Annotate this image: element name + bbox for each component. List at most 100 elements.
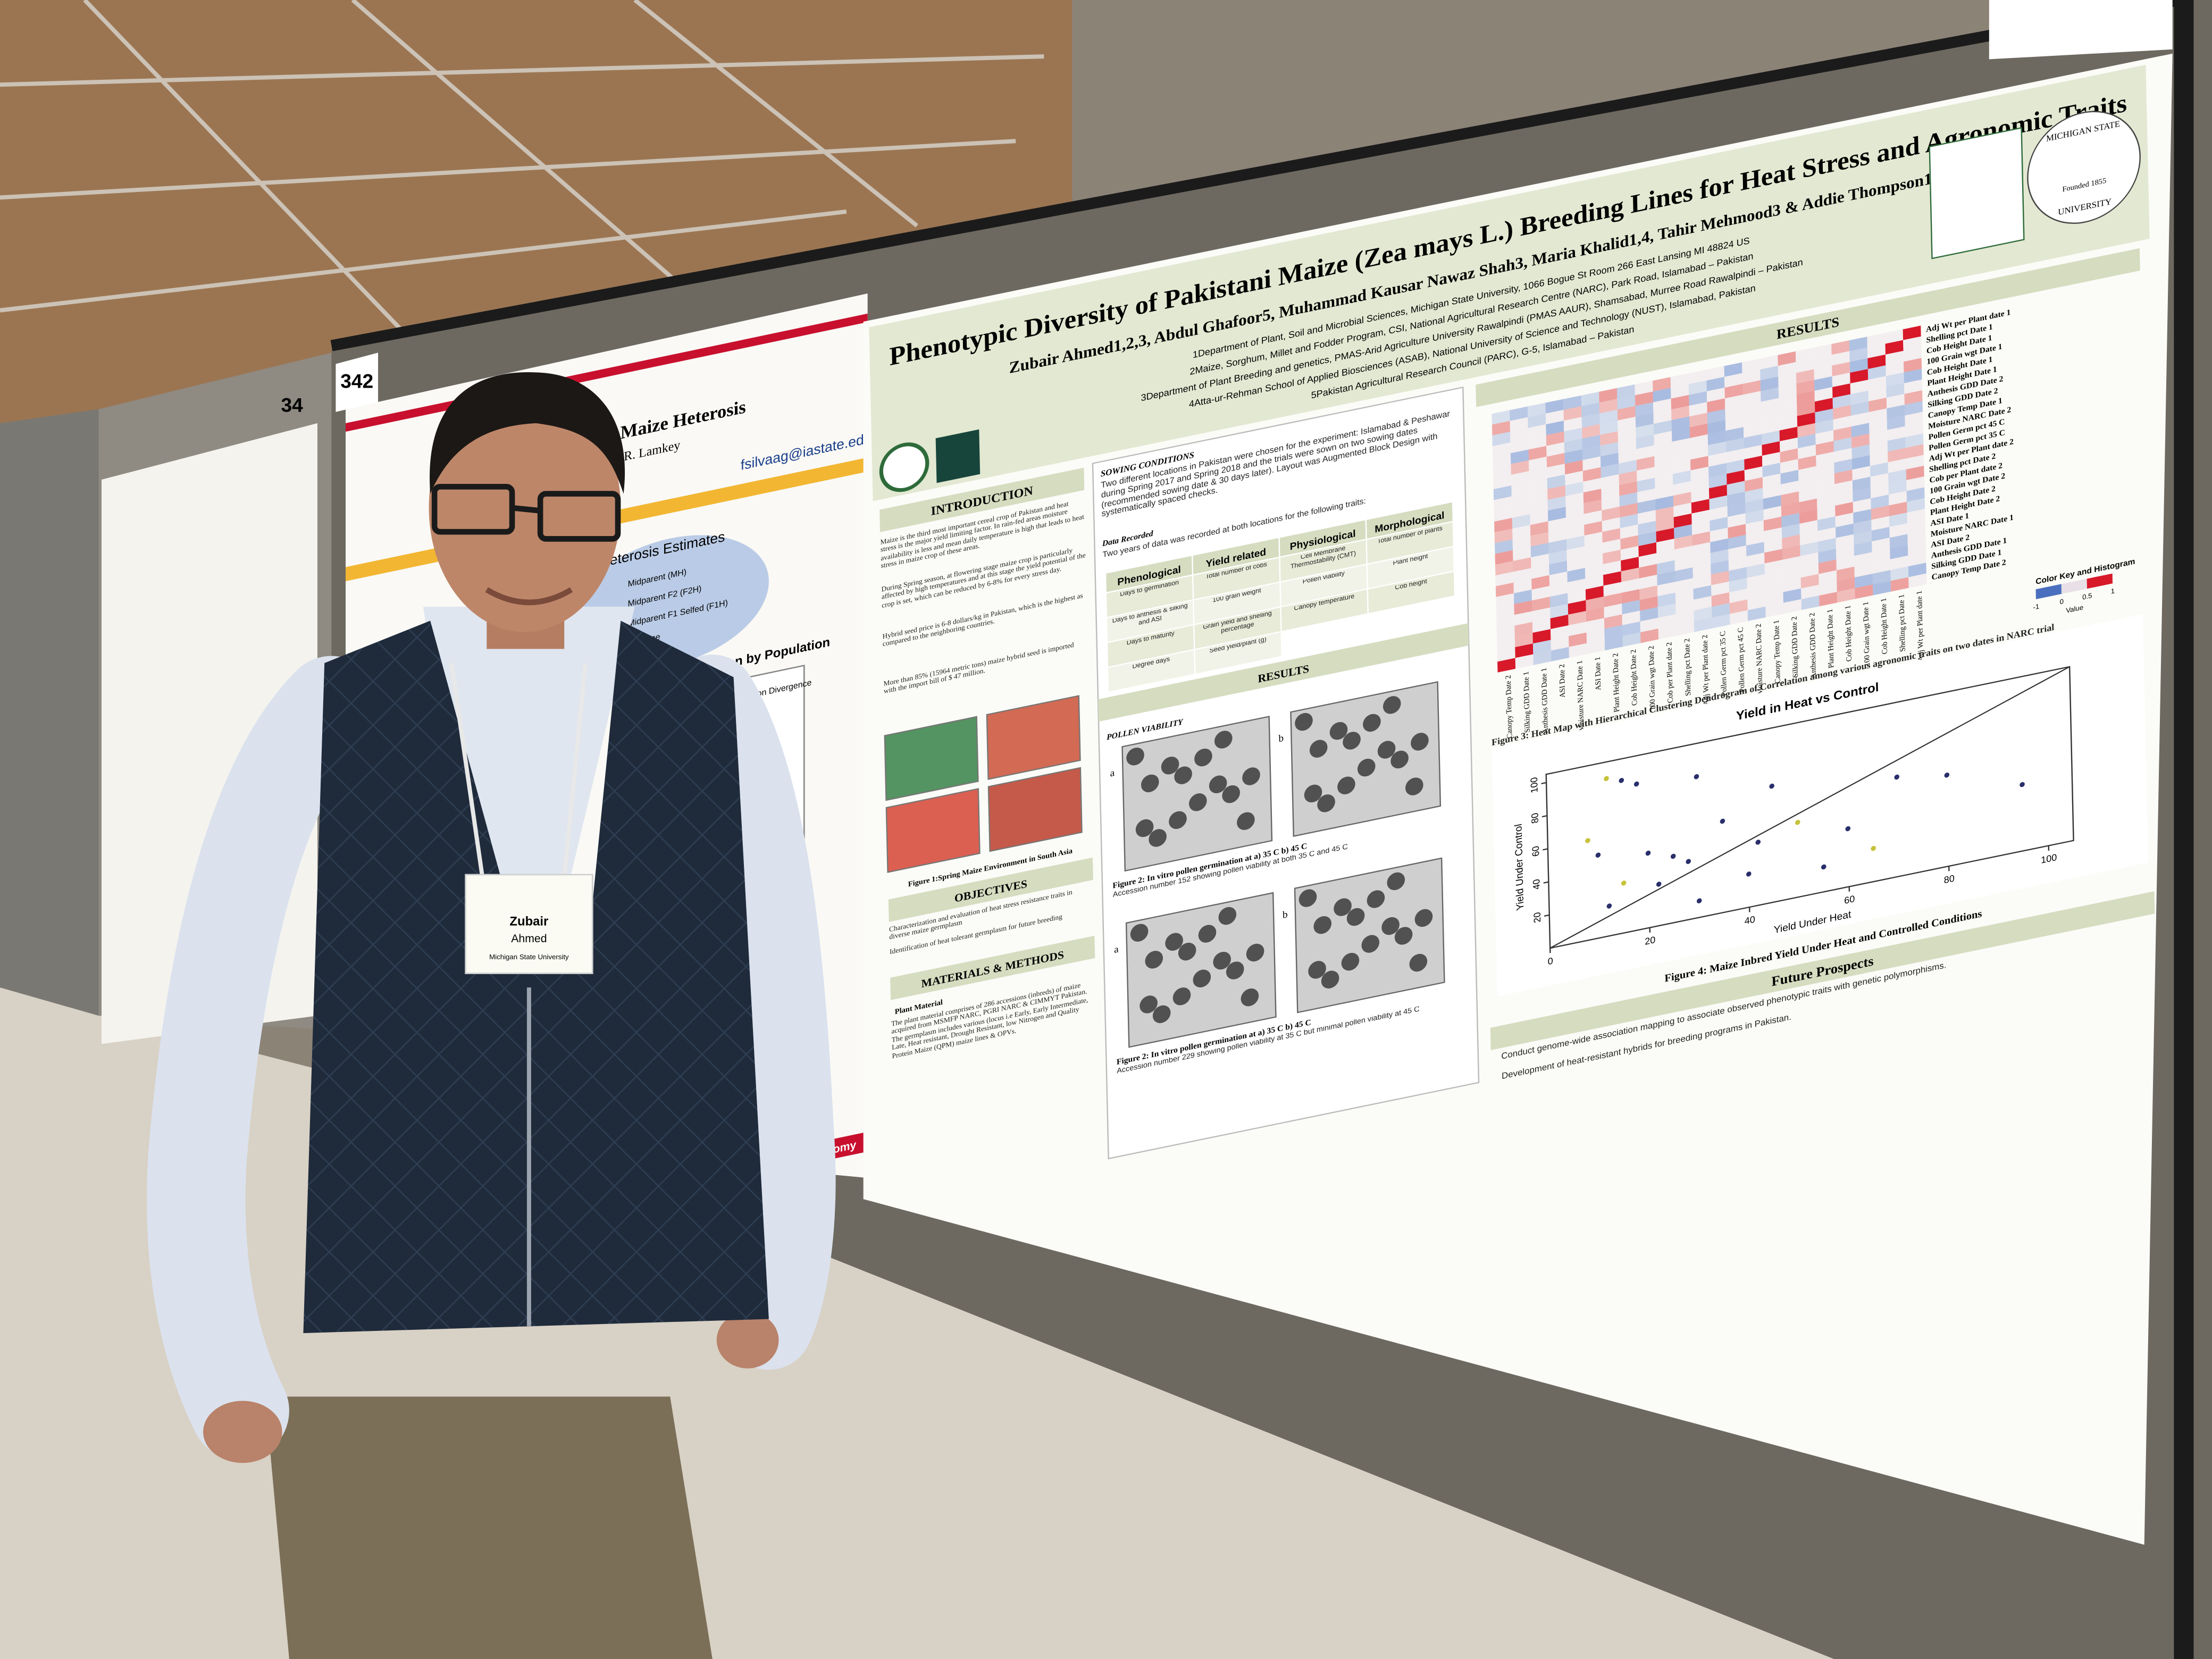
heatmap-cell <box>1600 453 1619 467</box>
heatmap-cell <box>1797 434 1816 449</box>
plot-area <box>1492 614 2149 996</box>
heatmap-cell <box>1549 593 1568 608</box>
heatmap-cell <box>1496 593 1514 608</box>
heatmap-cell <box>1833 437 1852 452</box>
heatmap-cell <box>1819 570 1837 585</box>
heatmap-cell <box>1672 459 1691 474</box>
heatmap-cell <box>1616 384 1635 399</box>
heatmap-cell <box>1622 600 1640 615</box>
heatmap-cell <box>1654 463 1673 478</box>
heatmap-cell <box>1907 541 1926 556</box>
heatmap-cell <box>1656 527 1674 543</box>
heatmap-cell <box>1510 439 1529 454</box>
heatmap-cell <box>1729 567 1747 582</box>
heatmap-cell <box>1782 545 1800 560</box>
heatmap-cell <box>1635 402 1654 417</box>
heatmap-cell <box>1709 495 1728 510</box>
heatmap-cell <box>1707 420 1726 434</box>
heatmap-cell <box>1707 409 1725 424</box>
heatmap-cell <box>1514 611 1532 626</box>
heatmap-cell <box>1529 467 1547 482</box>
heatmap-cell <box>1743 412 1762 428</box>
board-frame <box>330 0 2181 351</box>
heatmap-cell <box>1849 347 1868 362</box>
heatmap-cell <box>1816 462 1834 477</box>
heatmap-cell <box>1712 603 1730 618</box>
heatmap-cell <box>1742 380 1761 395</box>
heatmap-cell <box>1853 509 1872 524</box>
heatmap-cell <box>1707 398 1725 413</box>
heatmap-cell <box>1834 491 1853 506</box>
heatmap-cell <box>1814 365 1832 380</box>
scatter-point <box>1606 903 1612 909</box>
pollen-grain <box>1411 733 1429 751</box>
heatmap-cell <box>1798 455 1816 470</box>
heatmap-cell <box>1742 401 1762 416</box>
heatmap-cell <box>1671 427 1690 442</box>
heatmap-cell <box>1854 530 1872 546</box>
heatmap-cell <box>1890 544 1908 559</box>
heatmap-cell <box>1656 549 1675 564</box>
heatmap-cell <box>1747 574 1765 589</box>
heatmap-cell <box>1850 368 1869 384</box>
pollen-grain <box>1172 987 1191 1006</box>
heatmap-cell <box>1800 563 1819 578</box>
heatmap-cell <box>1778 351 1796 366</box>
heatmap-cell <box>1783 599 1802 614</box>
heatmap-cell <box>1638 542 1657 557</box>
heatmap-cell <box>1799 531 1818 546</box>
heatmap-cell <box>1565 481 1583 496</box>
heatmap-cell <box>1654 453 1673 467</box>
heatmap-cell <box>1527 403 1546 417</box>
heatmap-cell <box>1836 545 1855 560</box>
heatmap-cell <box>1604 614 1622 629</box>
heatmap-cell <box>1817 527 1836 542</box>
heatmap-cell <box>1620 535 1639 550</box>
heatmap-cell <box>1496 625 1515 640</box>
heatmap-cell <box>1568 589 1586 604</box>
pollen-grain <box>1135 819 1154 837</box>
heatmap-cell <box>1725 438 1744 453</box>
heatmap-cell <box>1817 495 1836 509</box>
heatmap-cell <box>1799 509 1817 524</box>
heatmap-cell <box>1725 405 1744 420</box>
heatmap-cell <box>1587 639 1605 655</box>
heatmap-cell <box>1637 510 1656 525</box>
heatmap-cell <box>1566 557 1585 572</box>
heatmap-col-label: 100 Grain wgt Date 2 <box>1647 645 1657 711</box>
heatmap-cell <box>1617 395 1636 410</box>
heatmap-cell <box>1905 444 1924 459</box>
heatmap-cell <box>1890 555 1908 571</box>
pollen-grain <box>1130 924 1149 942</box>
pollen-grain <box>1226 961 1244 979</box>
heatmap-cell <box>1638 553 1657 568</box>
pollen-grain <box>1329 722 1348 740</box>
heatmap-cell <box>1658 614 1677 629</box>
heatmap-cell <box>1852 476 1871 491</box>
heatmap-cell <box>1872 581 1891 596</box>
heatmap-cell <box>1890 577 1909 592</box>
heatmap-cell <box>1815 430 1834 445</box>
heatmap-cell <box>1798 477 1817 492</box>
heatmap-cell <box>1601 485 1620 500</box>
color-key-tick: -1 <box>2033 602 2039 611</box>
heatmap-cell <box>1796 358 1814 373</box>
heatmap-cell <box>1586 607 1604 622</box>
heatmap-cell <box>1708 484 1728 499</box>
heatmap-cell <box>1888 458 1906 473</box>
heatmap-cell <box>1762 463 1781 477</box>
heatmap-cell <box>1813 343 1832 359</box>
heatmap-cell <box>1564 449 1583 464</box>
heatmap-cell <box>1779 416 1798 431</box>
heatmap-cell <box>1908 573 1927 588</box>
heatmap-col-label: Pollen Germ pct 35 C <box>1719 630 1729 697</box>
heatmap-cell <box>1832 394 1851 409</box>
scatter-point <box>1645 850 1651 856</box>
heatmap-cell <box>1869 430 1888 445</box>
heatmap-cell <box>1885 329 1904 344</box>
heatmap-cell <box>1583 489 1602 504</box>
heatmap-cell <box>1563 406 1582 421</box>
heatmap-col-label: Cob Height Date 1 <box>1844 605 1853 663</box>
top-sign <box>1989 0 2173 60</box>
